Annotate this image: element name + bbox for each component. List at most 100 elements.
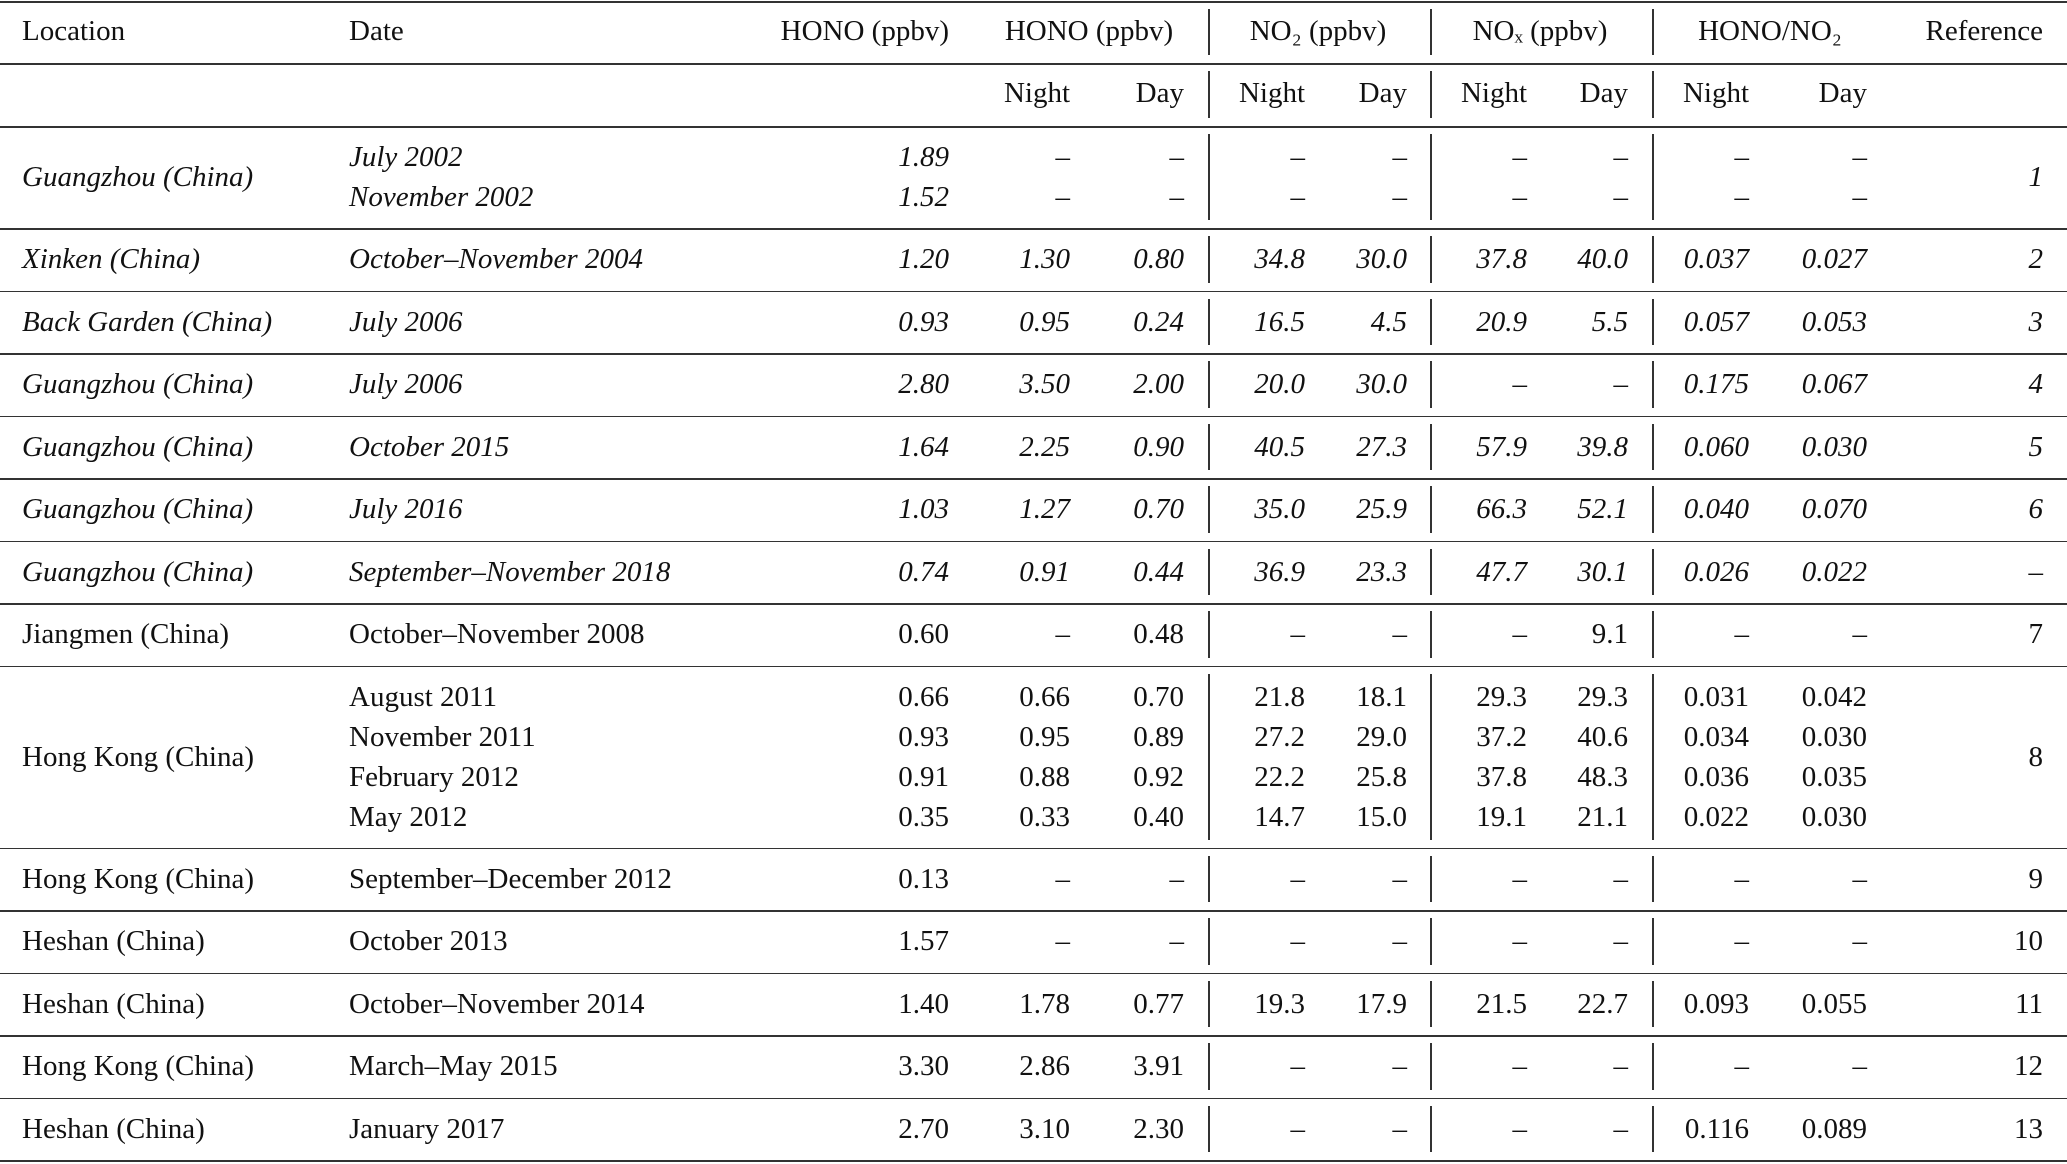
value-cell: 0.040 bbox=[1683, 493, 1749, 526]
column-separator bbox=[1208, 9, 1210, 55]
column-separator bbox=[1208, 980, 1210, 1027]
value-cell: 2.00 bbox=[1133, 368, 1184, 401]
value-cell: – bbox=[1290, 618, 1306, 651]
value-cell: 1.40 bbox=[898, 987, 949, 1020]
value-cell: – bbox=[1169, 925, 1185, 958]
value-cell: – bbox=[1734, 1050, 1750, 1083]
header-cell: Reference bbox=[1925, 15, 2043, 47]
reference: – bbox=[2028, 555, 2044, 588]
column-separator bbox=[1430, 918, 1432, 965]
column-separator bbox=[1208, 423, 1210, 470]
value-cell: – bbox=[1392, 1112, 1408, 1145]
value-cell: 14.7 bbox=[1254, 800, 1305, 833]
value-cell: 0.40 bbox=[1133, 800, 1184, 833]
column-separator bbox=[1208, 486, 1210, 533]
value-cell: 19.1 bbox=[1476, 800, 1527, 833]
column-separator bbox=[1652, 855, 1654, 902]
value-cell: – bbox=[1734, 181, 1750, 213]
reference: 4 bbox=[2028, 368, 2044, 401]
rule bbox=[0, 1035, 2067, 1037]
value-cell: 1.52 bbox=[898, 181, 949, 213]
value-cell: – bbox=[1055, 862, 1071, 895]
reference: 3 bbox=[2028, 305, 2044, 338]
date: October–November 2004 bbox=[349, 243, 643, 276]
value-cell: 40.5 bbox=[1254, 430, 1305, 463]
header-cell: HONO/NO₂ bbox=[1698, 15, 1842, 47]
column-separator bbox=[1652, 1043, 1654, 1090]
column-separator bbox=[1652, 236, 1654, 283]
value-cell: – bbox=[1055, 181, 1071, 213]
value-cell: – bbox=[1852, 618, 1868, 651]
date: October–November 2008 bbox=[349, 618, 645, 651]
value-cell: 27.2 bbox=[1254, 720, 1305, 753]
value-cell: – bbox=[1512, 1112, 1528, 1145]
reference: 5 bbox=[2028, 430, 2044, 463]
value-cell: – bbox=[1169, 181, 1185, 213]
value-cell: – bbox=[1290, 181, 1306, 213]
value-cell: – bbox=[1290, 141, 1306, 173]
rule bbox=[0, 63, 2067, 65]
value-cell: 0.13 bbox=[898, 862, 949, 895]
value-cell: – bbox=[1392, 1050, 1408, 1083]
column-separator bbox=[1652, 298, 1654, 345]
column-separator bbox=[1208, 1105, 1210, 1152]
column-separator bbox=[1430, 134, 1432, 220]
column-separator bbox=[1652, 1105, 1654, 1152]
value-cell: 0.067 bbox=[1801, 368, 1867, 401]
value-cell: – bbox=[1290, 925, 1306, 958]
value-cell: 25.8 bbox=[1356, 760, 1407, 793]
column-separator bbox=[1208, 298, 1210, 345]
value-cell: 0.055 bbox=[1801, 987, 1867, 1020]
reference: 7 bbox=[2028, 618, 2044, 651]
column-separator bbox=[1208, 134, 1210, 220]
column-separator bbox=[1430, 1105, 1432, 1152]
value-cell: – bbox=[1392, 925, 1408, 958]
value-cell: 22.2 bbox=[1254, 760, 1305, 793]
value-cell: 30.1 bbox=[1577, 555, 1628, 588]
location: Back Garden (China) bbox=[22, 305, 273, 338]
value-cell: 16.5 bbox=[1254, 305, 1305, 338]
value-cell: 0.70 bbox=[1133, 493, 1184, 526]
column-separator bbox=[1652, 486, 1654, 533]
value-cell: 17.9 bbox=[1356, 987, 1407, 1020]
date: September–December 2012 bbox=[349, 862, 672, 895]
value-cell: 19.3 bbox=[1254, 987, 1305, 1020]
value-cell: 0.92 bbox=[1133, 760, 1184, 793]
column-separator bbox=[1430, 1043, 1432, 1090]
value-cell: 0.95 bbox=[1019, 720, 1070, 753]
value-cell: 22.7 bbox=[1577, 987, 1628, 1020]
column-separator bbox=[1208, 1043, 1210, 1090]
value-cell: 3.30 bbox=[898, 1050, 949, 1083]
value-cell: 1.64 bbox=[898, 430, 949, 463]
column-separator bbox=[1652, 361, 1654, 408]
date: November 2002 bbox=[349, 181, 534, 213]
value-cell: 29.3 bbox=[1476, 680, 1527, 713]
value-cell: – bbox=[1392, 181, 1408, 213]
value-cell: – bbox=[1512, 368, 1528, 401]
column-separator bbox=[1430, 611, 1432, 658]
column-separator bbox=[1652, 134, 1654, 220]
value-cell: 2.25 bbox=[1019, 430, 1070, 463]
value-cell: – bbox=[1613, 925, 1629, 958]
value-cell: 35.0 bbox=[1254, 493, 1305, 526]
value-cell: 3.10 bbox=[1019, 1112, 1070, 1145]
value-cell: 0.022 bbox=[1683, 800, 1749, 833]
value-cell: 29.3 bbox=[1577, 680, 1628, 713]
column-separator bbox=[1430, 548, 1432, 595]
column-separator bbox=[1208, 673, 1210, 840]
value-cell: 39.8 bbox=[1577, 430, 1628, 463]
value-cell: 9.1 bbox=[1591, 618, 1628, 651]
value-cell: 52.1 bbox=[1577, 493, 1628, 526]
reference: 6 bbox=[2028, 493, 2044, 526]
value-cell: – bbox=[1512, 862, 1528, 895]
location: Hong Kong (China) bbox=[22, 1050, 254, 1083]
value-cell: 21.5 bbox=[1476, 987, 1527, 1020]
date: July 2006 bbox=[349, 305, 463, 338]
value-cell: 57.9 bbox=[1476, 430, 1527, 463]
date: March–May 2015 bbox=[349, 1050, 558, 1083]
value-cell: 37.8 bbox=[1476, 243, 1527, 276]
date: November 2011 bbox=[349, 720, 536, 753]
value-cell: 0.90 bbox=[1133, 430, 1184, 463]
column-separator bbox=[1652, 9, 1654, 55]
value-cell: 20.0 bbox=[1254, 368, 1305, 401]
